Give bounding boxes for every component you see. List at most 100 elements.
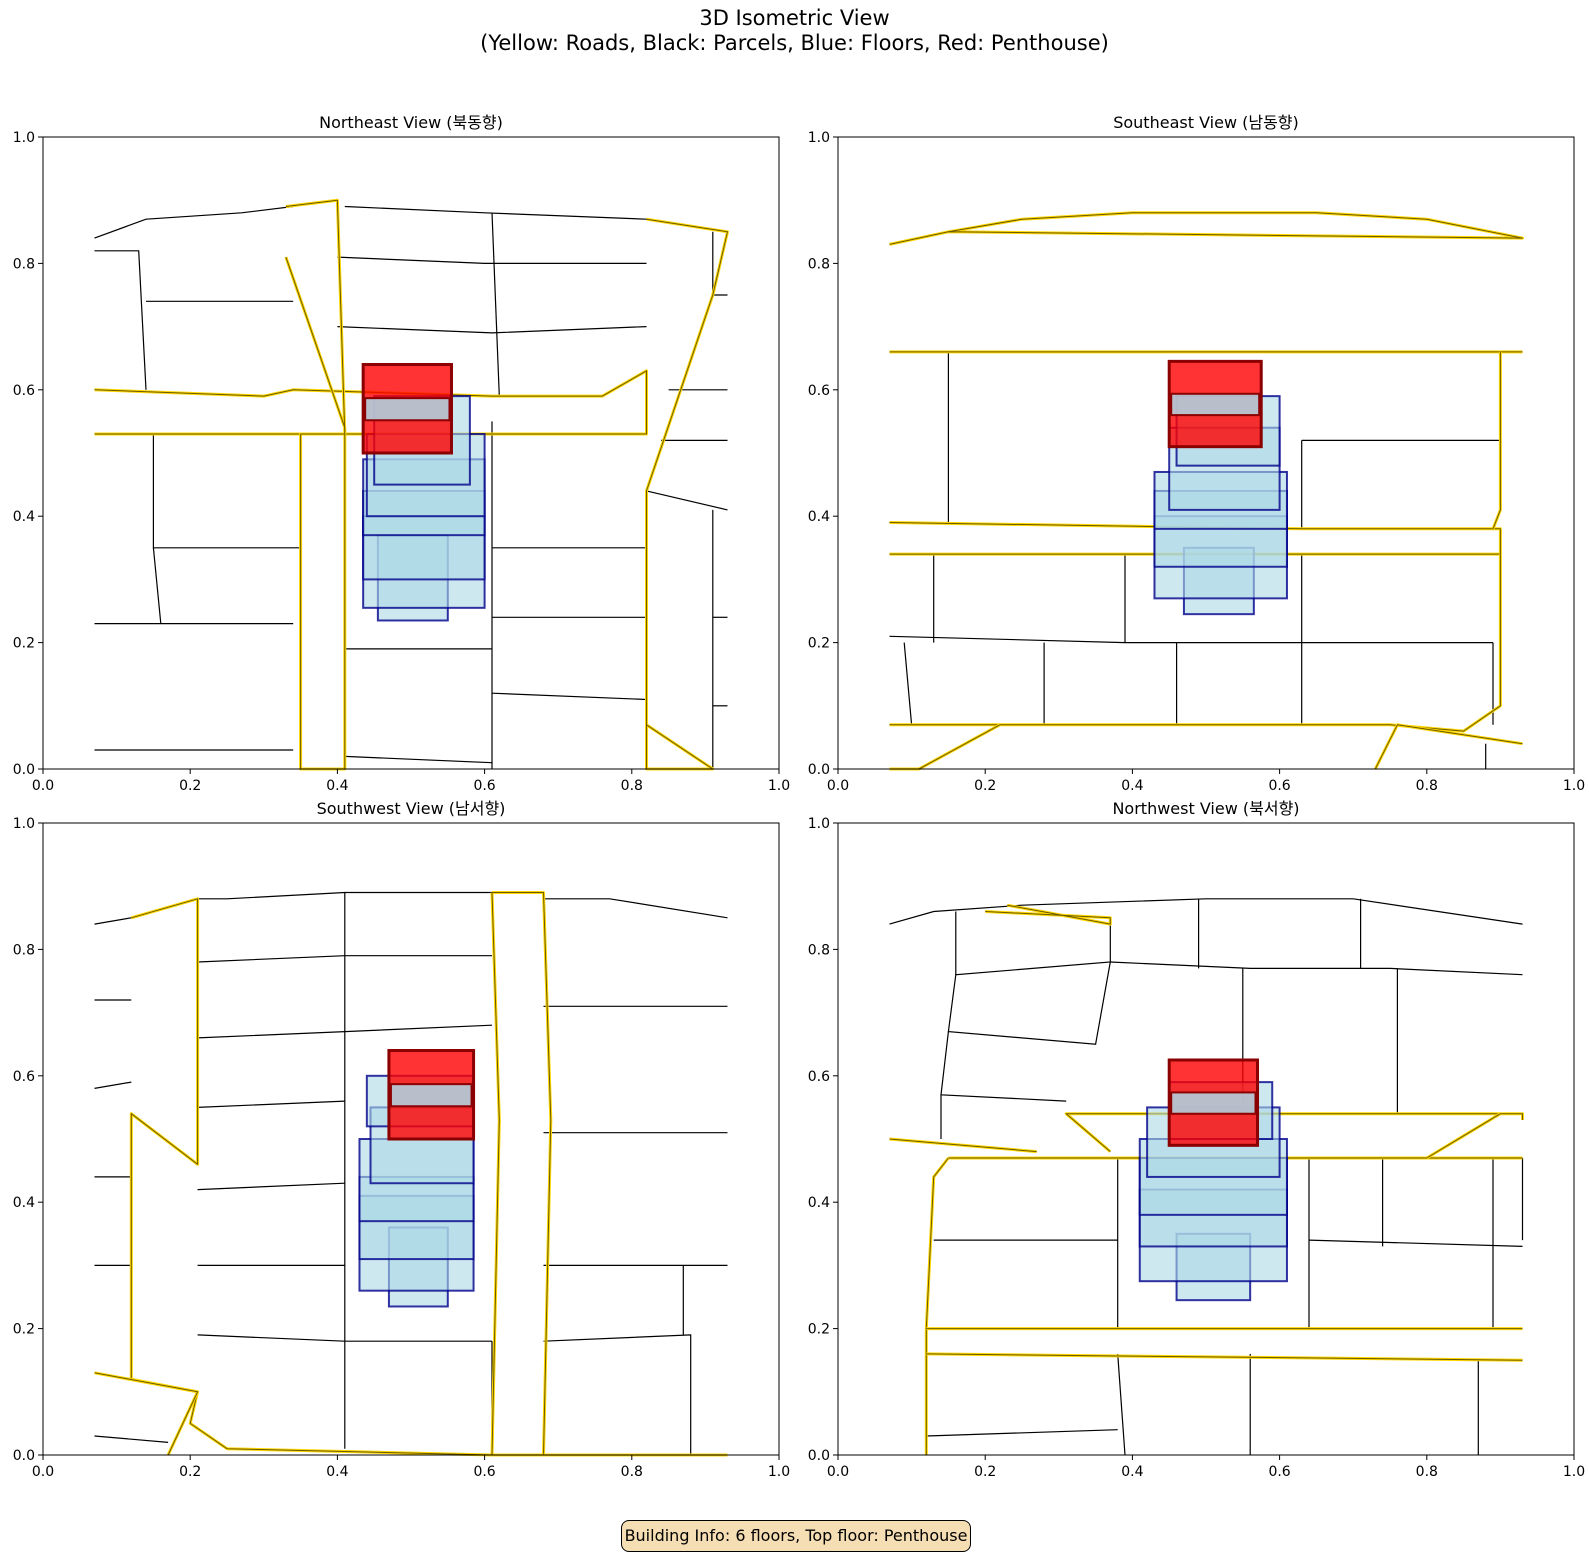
x-tick-label: 0.2 xyxy=(179,1464,201,1480)
x-tick-label: 0.4 xyxy=(326,1464,348,1480)
penthouse-window-band xyxy=(364,397,451,422)
parcel-boundary xyxy=(197,891,492,900)
parcel-boundary xyxy=(889,635,1493,644)
y-tick-label: 0.4 xyxy=(13,509,35,525)
x-tick-label: 0.4 xyxy=(326,778,348,794)
subplot-1: 0.0 0.2 0.4 0.6 0.8 1.0 0.0 0.2 0.4 0.6 0.8 1.0 Nort… xyxy=(13,113,790,794)
parcel-boundary xyxy=(903,642,913,725)
x-tick-label: 0.0 xyxy=(32,1464,54,1480)
x-tick-label: 0.2 xyxy=(179,778,201,794)
y-tick-label: 0.8 xyxy=(13,256,35,272)
road-edge xyxy=(889,554,1501,732)
y-tick-label: 0.2 xyxy=(13,1322,35,1338)
y-tick-label: 0.6 xyxy=(13,1069,35,1085)
y-tick-label: 1.0 xyxy=(13,816,35,832)
parcel-boundary xyxy=(926,1429,1118,1437)
subplot-title: Northwest View (북서향) xyxy=(1112,799,1299,818)
parcel-boundary xyxy=(197,1100,345,1108)
y-tick-label: 0.2 xyxy=(808,1322,830,1338)
parcel-boundary xyxy=(646,490,728,511)
x-tick-label: 0.8 xyxy=(621,1464,643,1480)
road-edge xyxy=(985,904,1111,925)
subplot-2: 0.0 0.2 0.4 0.6 0.8 1.0 0.0 0.2 0.4 0.6 0.8 1.0 Sout… xyxy=(808,113,1585,794)
subplot-title: Southwest View (남서향) xyxy=(317,799,506,818)
parcel-boundary xyxy=(1308,1239,1523,1247)
y-tick-label: 0.2 xyxy=(13,636,35,652)
figure-title: 3D Isometric View (Yellow: Roads, Black:… xyxy=(0,6,1589,56)
y-tick-label: 0.0 xyxy=(808,762,830,778)
parcel-boundary xyxy=(491,212,500,397)
x-tick-label: 0.0 xyxy=(827,778,849,794)
x-tick-label: 0.8 xyxy=(1416,1464,1438,1480)
y-tick-label: 0.0 xyxy=(808,1448,830,1464)
y-tick-label: 0.8 xyxy=(808,942,830,958)
axes-frame xyxy=(837,136,1575,770)
y-tick-label: 0.8 xyxy=(13,942,35,958)
parcel-boundary xyxy=(337,256,647,264)
parcel-boundary xyxy=(152,547,162,624)
parcel-boundary xyxy=(94,205,294,239)
y-tick-label: 0.8 xyxy=(808,256,830,272)
y-tick-label: 0.4 xyxy=(13,1195,35,1211)
road-edge xyxy=(1492,351,1501,529)
road-edge xyxy=(926,1353,1523,1361)
y-tick-label: 1.0 xyxy=(808,130,830,146)
parcel-boundary xyxy=(337,326,647,334)
penthouse-window-band xyxy=(1170,1091,1257,1115)
axes-frame xyxy=(42,136,780,770)
y-tick-label: 0.2 xyxy=(808,636,830,652)
x-tick-label: 0.8 xyxy=(1416,778,1438,794)
subplot-4: 0.0 0.2 0.4 0.6 0.8 1.0 0.0 0.2 0.4 0.6 0.8 1.0 Nort… xyxy=(808,799,1585,1480)
x-tick-label: 0.0 xyxy=(827,1464,849,1480)
figure-title-line2: (Yellow: Roads, Black: Parcels, Blue: Fl… xyxy=(480,31,1109,55)
axes-frame xyxy=(837,822,1575,1456)
y-tick-label: 0.4 xyxy=(808,1195,830,1211)
parcel-boundary xyxy=(889,898,1523,925)
road-edge xyxy=(1426,1113,1501,1159)
subplot-3: 0.0 0.2 0.4 0.6 0.8 1.0 0.0 0.2 0.4 0.6 0.8 1.0 Sout… xyxy=(13,799,790,1480)
road-edge xyxy=(1065,1113,1523,1152)
y-tick-label: 0.0 xyxy=(13,1448,35,1464)
road-edge xyxy=(889,1138,1037,1153)
x-tick-label: 0.0 xyxy=(32,778,54,794)
figure-title-line1: 3D Isometric View xyxy=(699,6,890,30)
parcel-boundary xyxy=(94,1081,132,1089)
y-tick-label: 1.0 xyxy=(13,130,35,146)
parcel-boundary xyxy=(1110,961,1523,976)
y-tick-label: 0.4 xyxy=(808,509,830,525)
x-tick-label: 1.0 xyxy=(768,1464,790,1480)
road-edge xyxy=(889,212,1523,245)
parcel-boundary xyxy=(94,1435,169,1443)
x-tick-label: 0.2 xyxy=(974,778,996,794)
penthouse-window-band xyxy=(1170,392,1261,417)
parcel-boundary xyxy=(543,1334,692,1455)
parcel-boundary xyxy=(1117,1353,1126,1456)
parcel-boundary xyxy=(344,755,493,764)
x-tick-label: 0.6 xyxy=(1268,778,1290,794)
x-tick-label: 0.6 xyxy=(473,778,495,794)
road-edge xyxy=(94,1372,199,1456)
y-tick-label: 0.0 xyxy=(13,762,35,778)
road-edge xyxy=(285,199,346,770)
x-tick-label: 0.4 xyxy=(1121,1464,1143,1480)
parcel-boundary xyxy=(344,205,647,220)
parcel-boundary xyxy=(543,898,728,919)
x-tick-label: 1.0 xyxy=(768,778,790,794)
x-tick-label: 0.8 xyxy=(621,778,643,794)
parcel-boundary xyxy=(955,911,1111,976)
parcel-boundary xyxy=(94,250,147,390)
x-tick-label: 0.6 xyxy=(473,1464,495,1480)
x-tick-label: 0.6 xyxy=(1268,1464,1290,1480)
penthouse-window-band xyxy=(389,1083,473,1108)
parcel-boundary xyxy=(491,692,647,701)
y-tick-label: 0.6 xyxy=(13,383,35,399)
x-tick-label: 0.2 xyxy=(974,1464,996,1480)
x-tick-label: 1.0 xyxy=(1563,778,1585,794)
y-tick-label: 1.0 xyxy=(808,816,830,832)
parcel-boundary xyxy=(94,917,132,925)
subplot-title: Southeast View (남동향) xyxy=(1113,113,1299,132)
parcel-boundary xyxy=(197,1182,345,1191)
subplot-title: Northeast View (북동향) xyxy=(319,113,503,132)
x-tick-label: 1.0 xyxy=(1563,1464,1585,1480)
